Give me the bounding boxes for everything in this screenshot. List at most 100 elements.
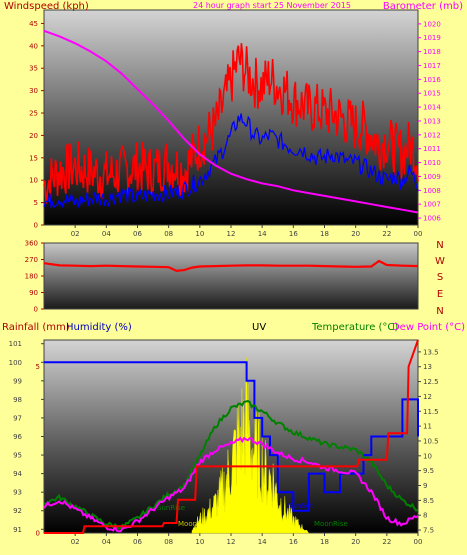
barometer-y-tick-label: 1007 xyxy=(423,201,441,209)
rainfall-series-line xyxy=(44,339,419,534)
humidity-y-tick-label: 97 xyxy=(13,414,22,422)
windspeed-axis-title: Windspeed (kph) xyxy=(4,1,89,12)
wind-x-tick-label: 00 xyxy=(414,230,423,238)
barometer-y-tick-label: 1020 xyxy=(423,20,441,28)
moonrise-label: MoonRise xyxy=(314,520,348,528)
wind-x-tick-label: 20 xyxy=(351,230,360,238)
humidity-axis-title: Humidity (%) xyxy=(66,322,132,333)
humidity-y-tick-label: 91 xyxy=(13,526,22,534)
wind-y-tick-label: 15 xyxy=(29,154,38,162)
humidity-y-tick-label: 93 xyxy=(13,489,22,497)
wind-direction-series-line xyxy=(43,259,419,273)
climate-x-tick-label: 18 xyxy=(320,538,329,546)
temperature-y-tick-label: 7.5 xyxy=(423,527,434,535)
temperature-y-tick-label: 13 xyxy=(423,363,432,371)
humidity-y-tick-label: 92 xyxy=(13,507,22,515)
wind-y-tick-label: 0 xyxy=(34,222,38,230)
barometer-y-tick-label: 1013 xyxy=(423,117,441,125)
direction-letter-n-top: N xyxy=(436,240,443,251)
direction-y-tick-label: 180 xyxy=(25,273,38,281)
direction-y-tick-label: 90 xyxy=(29,289,38,297)
temperature-y-tick-label: 11.5 xyxy=(423,408,439,416)
wind-y-tick-label: 45 xyxy=(29,20,38,28)
climate-x-tick-label: 16 xyxy=(289,538,298,546)
temperature-y-tick-label: 9 xyxy=(423,482,427,490)
humidity-y-tick-label: 95 xyxy=(13,452,22,460)
temperature-y-tick-label: 12.5 xyxy=(423,378,439,386)
climate-x-tick-label: 12 xyxy=(227,538,236,546)
climate-x-tick-label: 14 xyxy=(258,538,267,546)
climate-x-tick-label: 02 xyxy=(71,538,80,546)
temperature-series-line xyxy=(43,400,419,530)
wind-x-tick-label: 02 xyxy=(71,230,80,238)
climate-x-tick-label: 10 xyxy=(195,538,204,546)
barometer-y-tick-label: 1011 xyxy=(423,145,441,153)
barometer-y-tick-label: 1019 xyxy=(423,34,441,42)
dewpoint-series-line xyxy=(43,436,419,533)
barometer-y-tick-label: 1006 xyxy=(423,215,441,223)
barometer-y-tick-label: 1008 xyxy=(423,187,441,195)
barometer-y-tick-label: 1017 xyxy=(423,62,441,70)
wind-gust-series-line xyxy=(43,43,419,204)
wind-y-tick-label: 40 xyxy=(29,42,38,50)
direction-plot-area xyxy=(43,242,419,310)
wind-average-series-line xyxy=(43,113,419,209)
barometer-y-tick-label: 1009 xyxy=(423,173,441,181)
barometer-series-line xyxy=(43,29,419,214)
humidity-y-tick-label: 98 xyxy=(13,396,22,404)
wind-x-tick-label: 12 xyxy=(227,230,236,238)
uv-axis-title: UV xyxy=(252,322,266,333)
wind-x-tick-label: 14 xyxy=(258,230,267,238)
wind-x-tick-label: 04 xyxy=(102,230,111,238)
rainfall-y-tick-label: 5 xyxy=(36,363,40,371)
moonset-label: MoonSet xyxy=(178,520,209,528)
climate-x-tick-label: 04 xyxy=(102,538,111,546)
sunrise-label: SunRise xyxy=(157,504,185,512)
humidity-y-tick-label: 99 xyxy=(13,377,22,385)
wind-y-tick-label: 5 xyxy=(34,199,38,207)
graph-start-title: 24 hour graph start 25 November 2015 xyxy=(193,1,351,10)
rainfall-axis-title: Rainfall (mm) xyxy=(2,322,70,333)
climate-x-tick-label: 22 xyxy=(382,538,391,546)
rainfall-y-tick-label: 0 xyxy=(36,530,40,538)
temperature-axis-title: Temperature (°C) xyxy=(311,322,398,333)
wind-y-tick-label: 35 xyxy=(29,65,38,73)
temperature-y-tick-label: 10 xyxy=(423,452,432,460)
barometer-y-tick-label: 1018 xyxy=(423,48,441,56)
wind-x-tick-label: 18 xyxy=(320,230,329,238)
climate-x-tick-label: 20 xyxy=(351,538,360,546)
dewpoint-axis-title: Dew Point (°C) xyxy=(392,322,465,333)
climate-x-tick-label: 06 xyxy=(133,538,142,546)
temperature-y-tick-label: 11 xyxy=(423,423,432,431)
direction-letter-n-bottom: N xyxy=(436,306,443,317)
temperature-y-tick-label: 9.5 xyxy=(423,467,434,475)
barometer-y-tick-label: 1015 xyxy=(423,90,441,98)
temperature-y-tick-label: 8.5 xyxy=(423,497,434,505)
climate-x-tick-label: 08 xyxy=(164,538,173,546)
direction-y-tick-label: 0 xyxy=(34,306,38,314)
direction-letter-e: E xyxy=(437,289,443,300)
barometer-axis-title: Barometer (mb) xyxy=(383,1,463,12)
temperature-y-tick-label: 13.5 xyxy=(423,348,439,356)
direction-y-tick-label: 270 xyxy=(25,256,38,264)
wind-y-tick-label: 10 xyxy=(29,177,38,185)
direction-letter-s: S xyxy=(437,272,443,283)
humidity-y-tick-label: 94 xyxy=(13,470,22,478)
direction-letter-w: W xyxy=(435,256,445,267)
temperature-y-tick-label: 12 xyxy=(423,393,432,401)
wind-x-tick-label: 10 xyxy=(195,230,204,238)
temperature-y-tick-label: 8 xyxy=(423,512,427,520)
wind-x-tick-label: 08 xyxy=(164,230,173,238)
humidity-y-tick-label: 96 xyxy=(13,433,22,441)
humidity-y-tick-label: 101 xyxy=(9,340,22,348)
humidity-y-tick-label: 100 xyxy=(9,359,22,367)
wind-y-tick-label: 25 xyxy=(29,110,38,118)
humidity-series-line xyxy=(44,361,419,512)
wind-x-tick-label: 06 xyxy=(133,230,142,238)
wind-y-tick-label: 20 xyxy=(29,132,38,140)
wind-y-tick-label: 30 xyxy=(29,87,38,95)
sunset-label: SunSet xyxy=(288,502,313,510)
wind-x-tick-label: 22 xyxy=(382,230,391,238)
wind-x-tick-label: 16 xyxy=(289,230,298,238)
